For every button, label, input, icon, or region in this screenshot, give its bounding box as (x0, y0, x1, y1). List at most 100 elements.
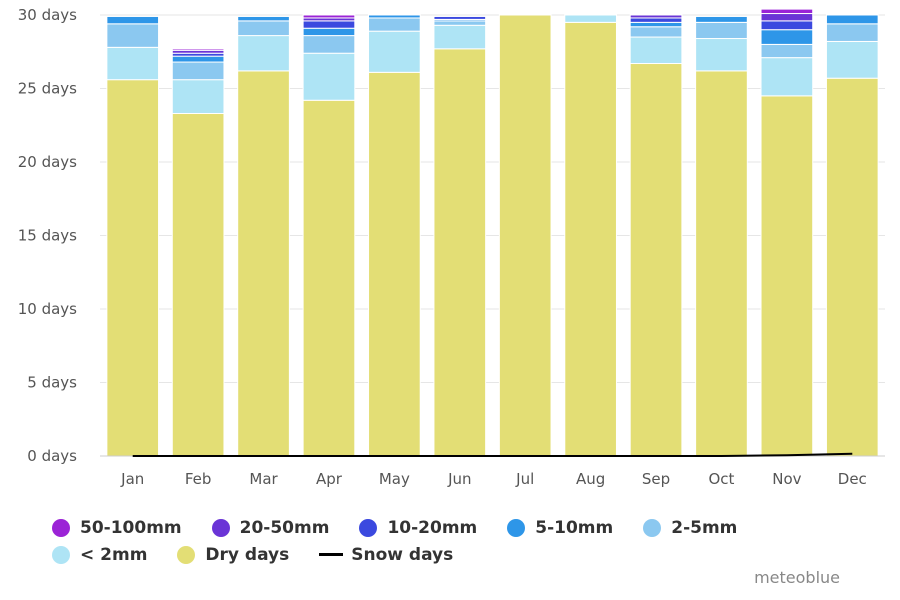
legend-label: 10-20mm (387, 517, 478, 538)
bar-segment (433, 15, 487, 20)
bar-segment (760, 95, 814, 457)
bar-segment (629, 63, 683, 457)
legend-item[interactable]: 20-50mm (211, 517, 330, 538)
bar-segment (237, 35, 290, 72)
bar-segment (368, 30, 421, 73)
credit-text: meteoblue (754, 568, 840, 587)
y-tick-label: 5 days (27, 374, 77, 392)
bar-segment (106, 23, 160, 48)
bar-segment (695, 15, 748, 23)
bar-segment (302, 27, 356, 37)
bar-segment (629, 14, 683, 19)
legend-label: 2-5mm (671, 517, 738, 538)
bar-segment (629, 26, 683, 38)
y-tick-label: 25 days (18, 80, 77, 98)
x-tick-label: Feb (185, 470, 212, 488)
legend-dot-marker (52, 545, 70, 564)
y-tick-label: 10 days (18, 300, 77, 318)
legend-label: 5-10mm (535, 517, 614, 538)
bar-segment (171, 112, 225, 457)
bar-segment (106, 15, 160, 25)
bar-segment (825, 14, 879, 25)
bar-segment (825, 77, 879, 457)
bar-segment (302, 52, 356, 101)
bar-segment (368, 17, 421, 32)
legend-dot-marker (643, 518, 662, 537)
bar-segment (171, 79, 225, 114)
bar-segment (760, 29, 814, 45)
x-tick-label: Sep (642, 470, 670, 488)
bar-segment (760, 20, 814, 31)
legend-label: 50-100mm (80, 517, 182, 538)
legend-item[interactable]: Dry days (177, 545, 289, 565)
y-tick-label: 0 days (27, 447, 77, 465)
bar-segment (302, 14, 356, 19)
legend-item[interactable]: 5-10mm (507, 518, 613, 538)
legend-label: Dry days (205, 544, 290, 565)
bar-segment (695, 70, 748, 457)
x-tick-label: Dec (838, 470, 867, 488)
bar-segment (695, 21, 748, 40)
bar-segment (825, 40, 879, 79)
bar-segment (760, 13, 814, 22)
bar-segment (302, 35, 356, 54)
x-tick-label: Jan (120, 470, 144, 488)
legend-item[interactable]: 10-20mm (359, 518, 477, 538)
legend-item[interactable]: < 2mm (52, 545, 147, 565)
legend-item[interactable]: 50-100mm (52, 518, 182, 538)
bar-segment (760, 43, 814, 59)
bar-chart: 0 days 5 days 10 days 15 days 20 days 25 days… (18, 6, 885, 488)
x-tick-label: Oct (708, 470, 734, 488)
legend-row: 50-100mm 20-50mm 10-20mm 5-10mm 2-5mm (52, 514, 852, 541)
bar-segment (564, 14, 617, 23)
bar-segment (433, 20, 487, 26)
x-tick-label: Jul (515, 470, 534, 488)
legend-label: Snow days (351, 544, 454, 565)
bar-segment (302, 20, 356, 29)
bar-segment (237, 15, 290, 22)
bar-segment (498, 14, 552, 457)
bar-segment (695, 38, 748, 72)
bar-segment (564, 21, 617, 457)
legend-dot-marker (359, 518, 378, 537)
legend-dot-marker (52, 518, 70, 537)
bar-segment (629, 17, 683, 23)
bar-segment (433, 48, 487, 457)
bar-segment (433, 24, 487, 50)
legend-dot-marker (507, 518, 526, 537)
legend-row: < 2mm Dry days Snow days (52, 541, 852, 568)
bar-segment (171, 61, 225, 81)
bar-segment (171, 55, 225, 63)
bar-segment (171, 48, 225, 51)
bar-segment (760, 8, 814, 15)
bar-segment (629, 36, 683, 65)
bar-segment (629, 21, 683, 28)
bar-segment (237, 20, 290, 37)
y-tick-label: 15 days (18, 227, 77, 245)
y-tick-label: 30 days (18, 6, 77, 24)
bar-segment (760, 57, 814, 97)
bar-segment (106, 79, 160, 457)
legend: 50-100mm 20-50mm 10-20mm 5-10mm 2-5mm < 2mm D… (52, 514, 852, 568)
legend-label: 20-50mm (239, 517, 330, 538)
bar-segment (825, 23, 879, 42)
x-tick-label: May (379, 470, 410, 488)
bar-segment (368, 14, 421, 19)
bar-segment (237, 70, 290, 457)
legend-dot-marker (211, 518, 230, 537)
x-tick-label: Aug (576, 470, 605, 488)
bar-segment (368, 71, 421, 457)
legend-dot-marker (177, 545, 196, 564)
legend-item[interactable]: 2-5mm (643, 518, 737, 538)
y-tick-label: 20 days (18, 153, 77, 171)
legend-line-marker (319, 553, 344, 556)
bar-segment (106, 46, 160, 81)
x-tick-label: Apr (316, 470, 343, 488)
legend-label: < 2mm (80, 544, 148, 565)
x-tick-label: Nov (772, 470, 801, 488)
bar-segment (302, 99, 356, 457)
x-tick-label: Mar (249, 470, 278, 488)
snow-days-line (132, 452, 853, 457)
legend-item[interactable]: Snow days (319, 545, 453, 565)
x-tick-label: Jun (447, 470, 471, 488)
